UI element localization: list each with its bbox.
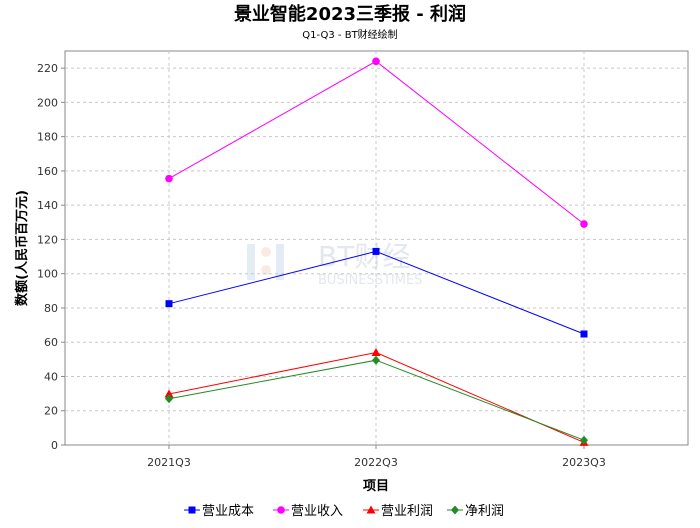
chart-title: 景业智能2023三季报 - 利润 (234, 3, 466, 25)
legend-label: 营业成本 (202, 504, 254, 519)
y-tick-label: 0 (51, 439, 58, 452)
data-point (372, 355, 380, 365)
watermark-brand: BT财经 (318, 240, 410, 273)
data-point (580, 220, 588, 228)
legend-item: 营业成本 (184, 504, 254, 519)
series-layer (164, 57, 589, 446)
legend-label: 营业利润 (381, 504, 433, 519)
legend-marker (451, 505, 459, 515)
y-tick-label: 140 (37, 199, 58, 212)
y-tick-label: 100 (37, 268, 58, 281)
watermark-sub: BUSINESSTIMES (318, 273, 422, 288)
y-tick-label: 120 (37, 233, 58, 246)
y-tick-label: 160 (37, 165, 58, 178)
y-tick-label: 80 (44, 302, 58, 315)
legend-marker (277, 506, 285, 514)
y-tick-label: 180 (37, 131, 58, 144)
legend-item: 营业收入 (273, 504, 343, 519)
y-tick-label: 220 (37, 62, 58, 75)
data-point (165, 394, 173, 404)
y-tick-label: 200 (37, 96, 58, 109)
data-point (164, 389, 174, 398)
data-point (372, 247, 380, 255)
x-tick-label: 2022Q3 (354, 456, 398, 469)
watermark: BT财经 BUSINESSTIMES (247, 240, 422, 288)
series-营业成本 (165, 247, 588, 338)
axes: 0 20 40 60 80 100 120 140 160 180 200 220 2021Q3 2022… (37, 62, 606, 469)
legend-marker (188, 506, 196, 514)
series-营业收入 (165, 57, 588, 228)
legend-label: 营业收入 (291, 504, 343, 519)
x-tick-label: 2021Q3 (147, 456, 191, 469)
legend-marker (366, 505, 376, 514)
chart-subtitle: Q1-Q3 - BT财经绘制 (302, 28, 397, 41)
y-tick-label: 20 (44, 405, 58, 418)
y-axis-label: 数额(人民币百万元) (14, 190, 30, 306)
legend-label: 净利润 (465, 504, 504, 519)
x-axis-label: 项目 (363, 479, 389, 494)
data-point (165, 174, 173, 183)
y-tick-label: 60 (44, 336, 58, 349)
data-point (372, 57, 380, 66)
x-tick-label: 2023Q3 (562, 456, 606, 469)
y-tick-label: 40 (44, 370, 58, 383)
data-point (371, 347, 381, 356)
data-point (580, 435, 588, 445)
legend-item: 营业利润 (363, 504, 433, 519)
grid-lines (65, 51, 688, 445)
legend: 营业成本 营业收入 营业利润 净利润 (184, 504, 504, 519)
series-净利润 (165, 355, 588, 445)
data-point (580, 330, 588, 338)
data-point (165, 300, 173, 308)
legend-item: 净利润 (447, 504, 504, 519)
